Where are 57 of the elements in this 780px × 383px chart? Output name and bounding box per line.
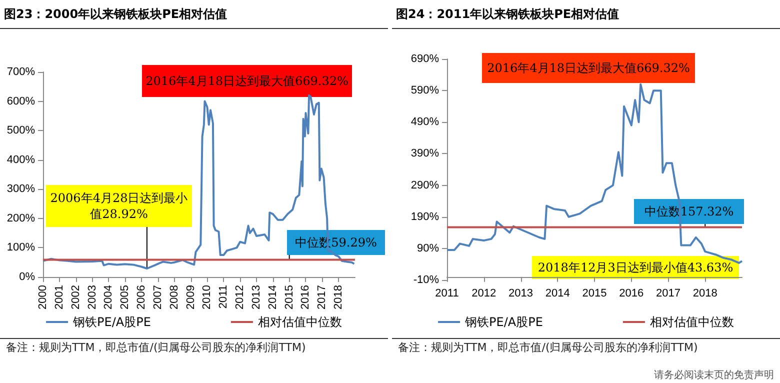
chart-title: 图24：2011年以来钢铁板块PE相对估值 <box>396 6 620 23</box>
text: 备注：规则为TTM，即总市值/(归属母公司股东的净利润TTM) <box>6 340 306 356</box>
y-tick-label: 500% <box>6 124 36 137</box>
x-tick-label: 2000 <box>37 285 49 310</box>
x-tick-label: 2014 <box>545 288 570 300</box>
legend-label: 相对估值中位数 <box>258 315 342 329</box>
annotation: 2016年4月18日达到最大值669.32% <box>146 74 348 88</box>
annotation: 中位数157.32% <box>644 204 734 218</box>
x-tick-label: 2007 <box>152 285 164 310</box>
y-tick-label: 600% <box>6 95 36 108</box>
x-tick-label: 2015 <box>582 288 607 300</box>
x-tick-label: 2016 <box>619 288 644 300</box>
x-tick-label: 2017 <box>656 288 680 300</box>
y-tick-label: 100% <box>6 242 36 254</box>
y-tick-label: 390% <box>410 148 440 160</box>
x-tick-label: 2004 <box>102 285 115 310</box>
x-tick-label: 2012 <box>234 285 246 310</box>
legend-label: 钢铁PE/A股PE <box>72 315 151 329</box>
x-tick-label: 2001 <box>53 285 66 310</box>
x-tick-label: 2014 <box>266 285 279 310</box>
x-tick-label: 2011 <box>218 285 230 309</box>
y-tick-label: 200% <box>6 212 36 224</box>
annotation: 2016年4月18日达到最大值669.32% <box>487 61 690 75</box>
x-tick-label: 2015 <box>283 285 296 310</box>
x-tick-label: 2002 <box>70 285 82 310</box>
chart-title: 图23：2000年以来钢铁板块PE相对估值 <box>4 6 228 23</box>
text: 备注：规则为TTM，即总市值/(归属母公司股东的净利润TTM) <box>398 340 698 356</box>
y-tick-label: 0% <box>19 271 36 283</box>
y-tick-label: 590% <box>410 84 440 97</box>
annotation: 2006年4月28日达到最小值28.92% <box>50 191 188 221</box>
x-tick-label: 2018 <box>692 288 718 300</box>
legend-label: 钢铁PE/A股PE <box>464 315 543 329</box>
y-tick-label: 400% <box>6 154 36 166</box>
y-tick-label: 290% <box>410 179 440 192</box>
x-tick-label: 2006 <box>136 285 148 310</box>
y-tick-label: 190% <box>410 210 440 223</box>
y-tick-label: 90% <box>416 242 440 254</box>
x-tick-label: 2017 <box>316 285 328 310</box>
x-tick-label: 2013 <box>508 288 533 300</box>
x-tick-label: 2009 <box>184 285 197 310</box>
annotation: 2018年12月3日达到最小值43.63% <box>538 260 734 274</box>
x-tick-label: 2003 <box>86 285 98 310</box>
y-tick-label: 490% <box>410 116 440 128</box>
x-tick-label: 2012 <box>472 288 496 300</box>
y-tick-label: 690% <box>410 53 440 65</box>
text: 请务必阅读末页的免责声明 <box>654 368 774 382</box>
y-tick-label: 700% <box>6 66 36 78</box>
x-tick-label: 2016 <box>300 285 312 310</box>
legend-label: 相对估值中位数 <box>650 315 734 329</box>
x-tick-label: 2010 <box>201 285 214 310</box>
x-tick-label: 2005 <box>119 285 132 310</box>
y-tick-label: 300% <box>6 183 36 196</box>
y-tick-label: -10% <box>413 274 440 286</box>
x-tick-label: 2008 <box>168 285 180 310</box>
x-tick-label: 2013 <box>250 285 262 310</box>
x-tick-label: 2018 <box>332 285 345 310</box>
x-tick-label: 2011 <box>435 288 459 300</box>
